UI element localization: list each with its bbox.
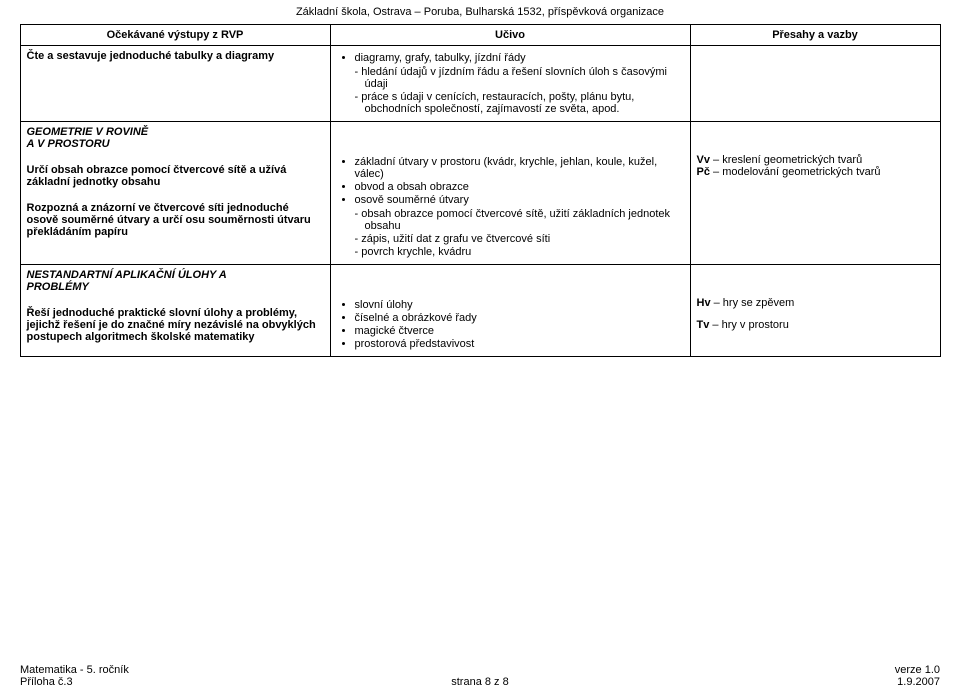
school-name: Základní škola, Ostrava – Poruba, Bulhar…: [296, 6, 664, 18]
content-bullets: slovní úlohy číselné a obrázkové řady ma…: [337, 299, 684, 350]
subject-abbr: Vv: [697, 154, 710, 166]
section-heading: PROBLÉMY: [27, 281, 324, 293]
table-row: NESTANDARTNÍ APLIKAČNÍ ÚLOHY A PROBLÉMY …: [20, 265, 940, 357]
footer-subject: Matematika - 5. ročník: [20, 664, 129, 676]
list-item: práce s údaji v cenících, restauracích, …: [355, 91, 684, 115]
list-item: základní útvary v prostoru (kvádr, krych…: [355, 156, 684, 180]
subject-abbr: Hv: [697, 297, 711, 309]
table-row: GEOMETRIE V ROVINĚ A V PROSTORU Určí obs…: [20, 122, 940, 265]
page-header: Základní škola, Ostrava – Poruba, Bulhar…: [0, 0, 960, 20]
link-text: – modelování geometrických tvarů: [710, 166, 881, 178]
list-item: prostorová představivost: [355, 338, 684, 350]
outcome-text: Určí obsah obrazce pomocí čtvercové sítě…: [27, 164, 324, 188]
section-heading: GEOMETRIE V ROVINĚ: [27, 126, 324, 138]
footer-appendix: Příloha č.3: [20, 676, 73, 688]
list-item: osově souměrné útvary: [355, 194, 684, 206]
col-header-links: Přesahy a vazby: [690, 25, 940, 46]
col-header-outcomes: Očekávané výstupy z RVP: [20, 25, 330, 46]
links-cell: [690, 46, 940, 122]
link-text: – kreslení geometrických tvarů: [710, 154, 862, 166]
list-item: zápis, užití dat z grafu ve čtvercové sí…: [355, 233, 684, 245]
cross-link: Pč – modelování geometrických tvarů: [697, 166, 934, 178]
page-footer: Matematika - 5. ročník verze 1.0 Příloha…: [20, 664, 940, 688]
list-item: slovní úlohy: [355, 299, 684, 311]
outcome-text: Rozpozná a znázorní ve čtvercové síti je…: [27, 202, 324, 238]
subject-abbr: Tv: [697, 319, 710, 331]
footer-date: 1.9.2007: [897, 676, 940, 688]
table-row: Čte a sestavuje jednoduché tabulky a dia…: [20, 46, 940, 122]
list-item: obvod a obsah obrazce: [355, 181, 684, 193]
content-bullets: základní útvary v prostoru (kvádr, krych…: [337, 156, 684, 206]
list-item: číselné a obrázkové řady: [355, 312, 684, 324]
list-item: hledání údajů v jízdním řádu a řešení sl…: [355, 66, 684, 90]
content-dashes: hledání údajů v jízdním řádu a řešení sl…: [337, 66, 684, 115]
cross-link: Hv – hry se zpěvem: [697, 297, 934, 309]
footer-version: verze 1.0: [895, 664, 940, 676]
cross-link: Vv – kreslení geometrických tvarů: [697, 154, 934, 166]
section-heading: NESTANDARTNÍ APLIKAČNÍ ÚLOHY A: [27, 269, 324, 281]
section-heading: A V PROSTORU: [27, 138, 324, 150]
subject-abbr: Pč: [697, 166, 710, 178]
outcome-text: Čte a sestavuje jednoduché tabulky a dia…: [27, 50, 324, 62]
link-text: – hry se zpěvem: [711, 297, 795, 309]
col-header-content: Učivo: [330, 25, 690, 46]
link-text: – hry v prostoru: [709, 319, 788, 331]
list-item: obsah obrazce pomocí čtvercové sítě, uži…: [355, 208, 684, 232]
list-item: diagramy, grafy, tabulky, jízdní řády: [355, 52, 684, 64]
table-header-row: Očekávané výstupy z RVP Učivo Přesahy a …: [20, 25, 940, 46]
list-item: povrch krychle, kvádru: [355, 246, 684, 258]
content-bullets: diagramy, grafy, tabulky, jízdní řády: [337, 52, 684, 64]
outcome-text: Řeší jednoduché praktické slovní úlohy a…: [27, 307, 324, 343]
cross-link: Tv – hry v prostoru: [697, 319, 934, 331]
content-dashes: obsah obrazce pomocí čtvercové sítě, uži…: [337, 208, 684, 258]
list-item: magické čtverce: [355, 325, 684, 337]
curriculum-table: Očekávané výstupy z RVP Učivo Přesahy a …: [20, 24, 941, 357]
